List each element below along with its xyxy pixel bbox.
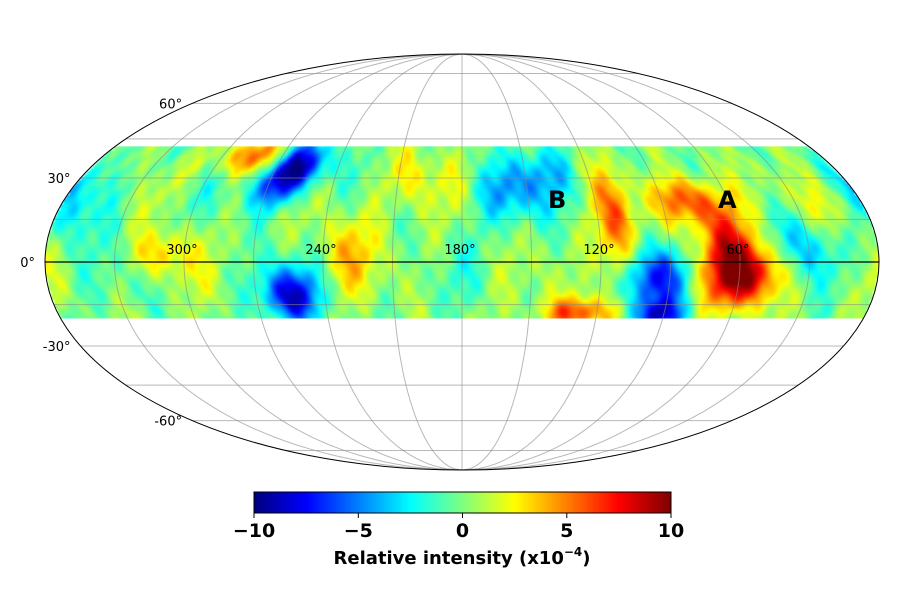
longitude-tick-label: 240° [305, 243, 336, 258]
latitude-tick-label: -60° [154, 415, 182, 430]
region-label-b: B [548, 186, 566, 214]
colorbar-tick-label: −10 [233, 520, 275, 542]
colorbar: −10 −5 0 5 10 Relative intensity (x10−4) [233, 491, 684, 569]
map-border [44, 53, 880, 471]
colorbar-gradient [254, 492, 671, 513]
region-annotations: AB [548, 186, 737, 214]
latitude-labels: 60° 30° 0° -30° -60° [20, 97, 182, 429]
colorbar-tick-label: 10 [658, 520, 684, 542]
longitude-labels: 300° 240° 180° 120° 60° [166, 243, 749, 258]
longitude-tick-label: 300° [166, 243, 197, 258]
latitude-tick-label: 0° [20, 256, 35, 271]
longitude-tick-label: 120° [583, 243, 614, 258]
latitude-tick-label: -30° [43, 340, 71, 355]
longitude-tick-label: 180° [444, 243, 475, 258]
colorbar-label: Relative intensity (x10−4) [334, 545, 591, 569]
latitude-tick-label: 30° [47, 172, 70, 187]
colorbar-ticks: −10 −5 0 5 10 [233, 513, 684, 542]
region-label-a: A [718, 186, 737, 214]
longitude-tick-label: 60° [726, 243, 749, 258]
colorbar-tick-label: 5 [560, 520, 573, 542]
colorbar-tick-label: −5 [344, 520, 373, 542]
latitude-tick-label: 60° [159, 97, 182, 112]
colorbar-tick-label: 0 [456, 520, 469, 542]
